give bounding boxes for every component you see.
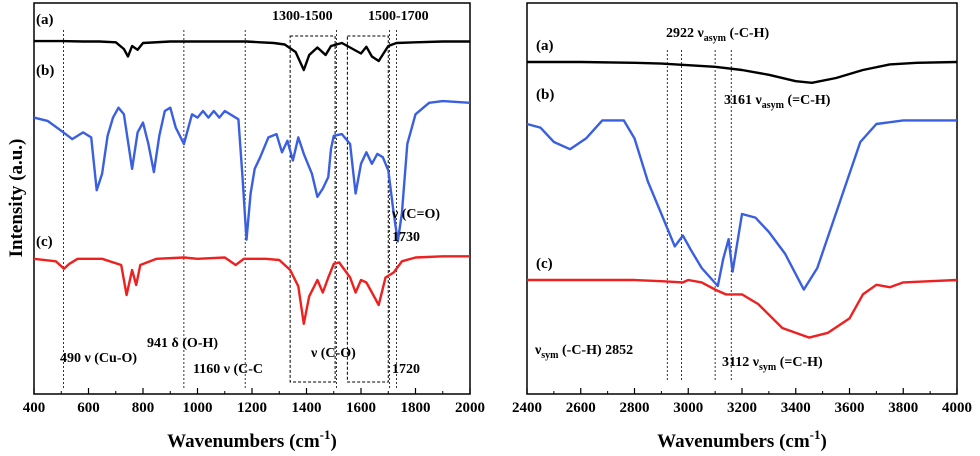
annotation-c-o-double: ν (C=O) — [391, 207, 440, 222]
x-tick-label-1400: 1400 — [292, 400, 322, 416]
x-tick-label-600: 600 — [77, 400, 100, 416]
left-series-label-b: (b) — [36, 63, 54, 79]
left-series-line-a — [34, 39, 470, 72]
annotation-asym-eq: 3161 νasym (=C-H) — [724, 93, 831, 111]
x-tick-label-3400: 3400 — [781, 400, 811, 416]
left-series-line-c — [33, 255, 470, 325]
x-tick-label-2400: 2400 — [512, 400, 542, 416]
x-tick-label-2600: 2600 — [566, 400, 596, 416]
annotation-1720: 1720 — [392, 362, 420, 377]
annotation-asym-ch: 2922 νasym (-C-H) — [666, 26, 769, 44]
right-series-label-a: (a) — [536, 38, 554, 54]
right-x-axis-label: Wavenumbers (cm-1) — [657, 427, 827, 452]
x-tick-label-3000: 3000 — [673, 400, 703, 416]
x-tick-label-400: 400 — [23, 400, 46, 416]
right-series-line-b — [526, 119, 957, 291]
x-tick-label-2000: 2000 — [455, 400, 485, 416]
x-tick-label-3800: 3800 — [888, 400, 918, 416]
annotation-sym-eq: 3112 νsym (=C-H) — [722, 355, 823, 373]
left-panel: 400 600 800 1000 1200 1400 1600 1800 2000 (a) (b… — [6, 2, 485, 452]
x-tick-label-1800: 1800 — [401, 400, 431, 416]
region-box-1 — [289, 35, 336, 383]
x-tick-label-2800: 2800 — [620, 400, 650, 416]
right-series-label-c: (c) — [536, 256, 553, 272]
annotation-cu-o: 490 ν (Cu-O) — [60, 351, 137, 366]
left-region-label-2: 1500-1700 — [368, 9, 429, 24]
region-box-2 — [346, 35, 389, 383]
left-series-label-c: (c) — [36, 234, 53, 250]
annotation-c-o-single: ν (C-O) — [310, 346, 356, 361]
right-series-line-a — [527, 60, 958, 85]
right-panel: 2400 2600 2800 3000 3200 3400 3600 3800 4000 (a)… — [512, 2, 972, 452]
annotation-1730: 1730 — [392, 230, 420, 245]
x-tick-label-4000: 4000 — [942, 400, 972, 416]
left-y-axis-label: Intensity (a.u.) — [6, 139, 27, 258]
right-series-label-b: (b) — [536, 87, 554, 103]
left-plot-frame — [33, 2, 471, 395]
x-tick-label-3200: 3200 — [727, 400, 757, 416]
left-series-line-b — [33, 99, 471, 243]
annotation-sym-ch: νsym (-C-H) 2852 — [534, 343, 633, 361]
left-series-label-a: (a) — [36, 12, 54, 28]
x-tick-label-1000: 1000 — [183, 400, 213, 416]
x-tick-label-1200: 1200 — [237, 400, 267, 416]
annotation-c-c: 1160 ν (C-C — [193, 362, 263, 377]
left-region-label-1: 1300-1500 — [272, 9, 333, 24]
annotation-o-h: 941 δ (O-H) — [147, 336, 218, 351]
x-tick-label-3600: 3600 — [835, 400, 865, 416]
x-tick-label-1600: 1600 — [346, 400, 376, 416]
x-tick-label-800: 800 — [132, 400, 155, 416]
right-series-line-c — [527, 278, 958, 339]
left-x-axis-label: Wavenumbers (cm-1) — [167, 427, 337, 452]
